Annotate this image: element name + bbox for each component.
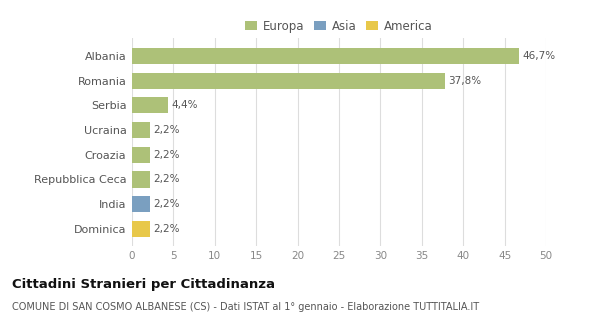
Bar (132, 122, 150, 138)
Text: 2,2%: 2,2% (154, 174, 180, 184)
Text: 2,2%: 2,2% (154, 199, 180, 209)
Text: 2,2%: 2,2% (154, 125, 180, 135)
Bar (132, 48, 518, 64)
Bar (132, 147, 150, 163)
Text: 46,7%: 46,7% (522, 51, 555, 61)
Text: 2,2%: 2,2% (154, 224, 180, 234)
Bar (132, 97, 169, 113)
Text: 37,8%: 37,8% (448, 76, 481, 86)
Text: Cittadini Stranieri per Cittadinanza: Cittadini Stranieri per Cittadinanza (12, 278, 275, 292)
Bar (132, 73, 445, 89)
Bar (132, 196, 150, 212)
Text: 2,2%: 2,2% (154, 150, 180, 160)
Text: 4,4%: 4,4% (172, 100, 198, 110)
Bar (132, 221, 150, 237)
Text: COMUNE DI SAN COSMO ALBANESE (CS) - Dati ISTAT al 1° gennaio - Elaborazione TUTT: COMUNE DI SAN COSMO ALBANESE (CS) - Dati… (12, 302, 479, 312)
Bar (132, 172, 150, 188)
Legend: Europa, Asia, America: Europa, Asia, America (243, 17, 435, 35)
